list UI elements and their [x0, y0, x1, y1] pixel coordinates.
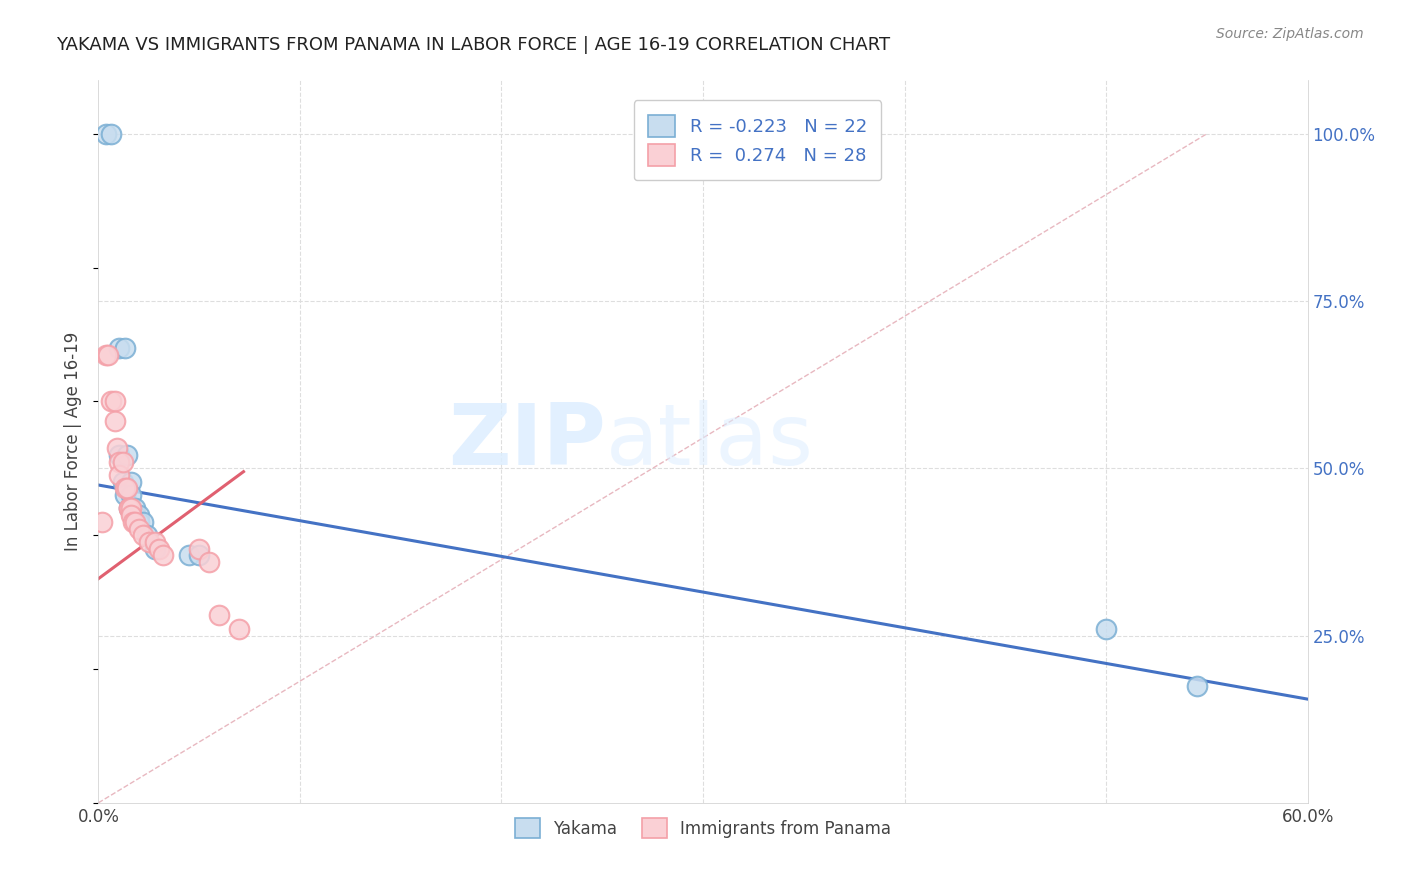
Point — [135, 528, 157, 542]
Point — [107, 455, 129, 469]
Text: atlas: atlas — [606, 400, 814, 483]
Point — [121, 515, 143, 529]
Point — [103, 414, 125, 429]
Point — [120, 475, 142, 489]
Point — [107, 467, 129, 482]
Point — [152, 548, 174, 563]
Point — [114, 488, 136, 502]
Point — [111, 475, 134, 489]
Point — [118, 501, 141, 516]
Point — [100, 394, 122, 409]
Point — [118, 501, 141, 516]
Point — [188, 548, 211, 563]
Point — [143, 534, 166, 549]
Point — [96, 127, 118, 141]
Legend: Yakama, Immigrants from Panama: Yakama, Immigrants from Panama — [508, 812, 898, 845]
Text: YAKAMA VS IMMIGRANTS FROM PANAMA IN LABOR FORCE | AGE 16-19 CORRELATION CHART: YAKAMA VS IMMIGRANTS FROM PANAMA IN LABO… — [56, 36, 890, 54]
Point — [111, 455, 134, 469]
Point — [96, 348, 118, 362]
Point — [103, 394, 125, 409]
Point — [107, 341, 129, 355]
Point — [120, 508, 142, 523]
Point — [124, 508, 146, 523]
Point — [105, 442, 128, 455]
Point — [128, 508, 150, 523]
Text: ZIP: ZIP — [449, 400, 606, 483]
Point — [124, 501, 146, 516]
Point — [91, 515, 114, 529]
Point — [143, 541, 166, 556]
Point — [107, 448, 129, 462]
Y-axis label: In Labor Force | Age 16-19: In Labor Force | Age 16-19 — [65, 332, 83, 551]
Point — [114, 482, 136, 496]
Point — [132, 515, 155, 529]
Point — [179, 548, 201, 563]
Point — [132, 528, 155, 542]
Point — [114, 341, 136, 355]
Point — [128, 521, 150, 535]
Point — [120, 501, 142, 516]
Point — [138, 534, 160, 549]
Point — [118, 501, 141, 516]
Point — [97, 348, 120, 362]
Text: Source: ZipAtlas.com: Source: ZipAtlas.com — [1216, 27, 1364, 41]
Point — [115, 482, 138, 496]
Point — [120, 488, 142, 502]
Point — [228, 622, 250, 636]
Point — [124, 515, 146, 529]
Point — [198, 555, 221, 569]
Point — [128, 515, 150, 529]
Point — [1185, 679, 1208, 693]
Point — [100, 127, 122, 141]
Point — [115, 448, 138, 462]
Point — [148, 541, 170, 556]
Point — [1095, 622, 1118, 636]
Point — [208, 608, 231, 623]
Point — [188, 541, 211, 556]
